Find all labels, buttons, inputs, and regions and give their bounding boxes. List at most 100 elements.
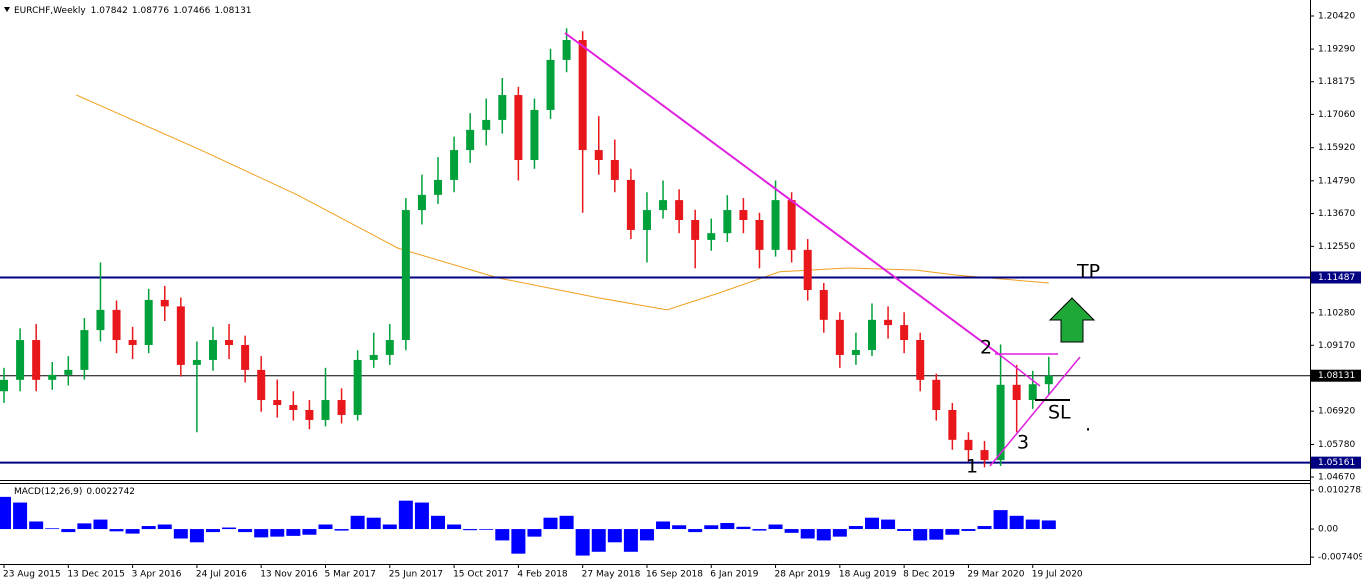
- macd-bar: [881, 519, 896, 530]
- candle-body: [64, 369, 73, 375]
- macd-bar: [157, 524, 172, 530]
- symbol: EURCHF,Weekly: [14, 6, 86, 16]
- triangle-support: [989, 356, 1081, 467]
- macd-bar: [431, 515, 446, 530]
- candle-body: [964, 439, 973, 451]
- macd-bar: [527, 529, 542, 537]
- y-tick-label: -0.007409: [1318, 553, 1362, 563]
- macd-bar: [913, 529, 928, 541]
- macd-bar: [945, 529, 960, 535]
- macd-bar: [688, 529, 703, 533]
- x-tick-label: 15 Oct 2017: [453, 570, 509, 580]
- candle-body: [1028, 384, 1037, 401]
- x-tick-label: 28 Apr 2019: [775, 570, 831, 580]
- x-tick-label: 19 Jul 2020: [1032, 570, 1083, 580]
- y-tick-label: 1.06920: [1318, 407, 1355, 417]
- candle-body: [482, 119, 491, 130]
- macd-header: MACD(12,26,9) 0.0022742: [14, 487, 135, 497]
- macd-bar: [463, 529, 478, 531]
- x-tick-label: 29 Mar 2020: [967, 570, 1024, 580]
- candle-body: [450, 150, 459, 180]
- macd-bar: [1041, 520, 1056, 530]
- macd-bar: [447, 524, 462, 530]
- candle-body: [128, 340, 137, 346]
- macd-bar: [1009, 515, 1024, 530]
- annotation: SL: [1048, 402, 1071, 424]
- macd-bar: [125, 529, 140, 534]
- x-tick-label: 27 May 2018: [582, 570, 641, 580]
- candle-body: [337, 400, 346, 415]
- last-high: 1.08776: [132, 6, 169, 16]
- candle-body: [755, 220, 764, 250]
- x-tick-label: 13 Dec 2015: [67, 570, 125, 580]
- annotation: TP: [1076, 261, 1100, 283]
- macd-bar: [656, 521, 671, 530]
- candle-body: [305, 409, 314, 420]
- macd-bar: [302, 529, 317, 535]
- x-tick-label: 6 Jan 2019: [710, 570, 758, 580]
- macd-bar: [736, 526, 751, 530]
- candle-body: [948, 409, 957, 440]
- macd-bar: [848, 526, 863, 530]
- candle-body: [273, 400, 282, 406]
- candle-body: [96, 309, 105, 331]
- macd-bar: [800, 529, 815, 539]
- candle-body: [578, 40, 587, 151]
- macd-bar: [382, 524, 397, 530]
- y-tick-label: 1.12550: [1318, 242, 1355, 252]
- macd-bar: [222, 527, 237, 530]
- candle-body: [176, 306, 185, 365]
- x-tick-label: 8 Dec 2019: [903, 570, 955, 580]
- candle-body: [353, 359, 362, 415]
- macd-bar: [109, 529, 124, 532]
- candle-body: [996, 384, 1005, 461]
- macd-bar: [189, 529, 204, 543]
- annotation: 2: [980, 337, 992, 359]
- y-tick-label: 1.19290: [1318, 45, 1355, 55]
- price-label: 1.11487: [1318, 273, 1355, 283]
- x-tick-label: 23 Aug 2015: [3, 570, 61, 580]
- candle-body: [80, 330, 89, 370]
- macd-bar: [543, 517, 558, 530]
- macd-bar: [575, 529, 590, 556]
- candle-body: [594, 150, 603, 161]
- macd-bar: [479, 529, 494, 530]
- macd-bar: [495, 529, 510, 541]
- macd-bar: [704, 525, 719, 530]
- candle-body: [803, 249, 812, 290]
- candle-body: [739, 210, 748, 221]
- candle-body: [642, 210, 651, 230]
- macd-bar: [318, 524, 333, 530]
- macd-bar: [205, 529, 220, 533]
- macd-bar: [254, 529, 269, 538]
- x-tick-label: 18 Aug 2019: [839, 570, 897, 580]
- macd-bar: [607, 529, 622, 543]
- macd-bar: [768, 524, 783, 530]
- candle-body: [884, 319, 893, 326]
- candle-body: [851, 349, 860, 355]
- x-tick-label: 25 Jun 2017: [389, 570, 443, 580]
- chart-header: EURCHF,Weekly 1.07842 1.08776 1.07466 1.0813…: [14, 6, 252, 16]
- x-tick-label: 3 Apr 2016: [132, 570, 182, 580]
- candle-body: [659, 200, 668, 211]
- macd-bar: [414, 502, 429, 530]
- candle-body: [225, 340, 234, 346]
- macd-bar: [559, 515, 574, 530]
- macd-bar: [1025, 519, 1040, 530]
- price-label-box: [1311, 456, 1361, 469]
- candle-body: [112, 309, 121, 341]
- candle-body: [675, 200, 684, 221]
- candle-body: [160, 299, 169, 307]
- last-low: 1.07466: [173, 6, 210, 16]
- candle-body: [16, 340, 25, 380]
- candle-body: [208, 340, 217, 360]
- price-label: 1.05161: [1318, 458, 1355, 468]
- macd-bar: [639, 529, 654, 541]
- macd-bar: [29, 521, 44, 530]
- macd-bar: [864, 517, 879, 530]
- x-tick-label: 13 Nov 2016: [260, 570, 318, 580]
- y-tick-label: 1.15920: [1318, 143, 1355, 153]
- last-close: 1.08131: [214, 6, 251, 16]
- candle-body: [546, 59, 555, 110]
